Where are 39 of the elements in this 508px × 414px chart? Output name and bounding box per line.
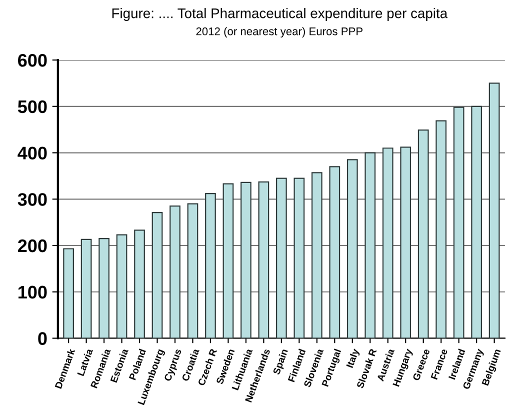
bar (400, 146, 412, 338)
bar (488, 82, 500, 338)
y-tick-label: 300 (18, 193, 47, 206)
bar (222, 183, 234, 338)
y-tick-label: 600 (18, 54, 47, 67)
x-tick-label: Spain (272, 348, 290, 376)
y-tick-label: 500 (18, 100, 47, 114)
bar (170, 206, 180, 338)
bar (240, 182, 252, 338)
bar (311, 172, 322, 338)
y-tick-label: 100 (18, 286, 47, 299)
bar (346, 159, 358, 338)
bar (205, 193, 216, 338)
chart-title: Figure: .... Total Pharmaceutical expenditure per capita (112, 8, 448, 21)
x-tick-label: Greece (412, 348, 430, 382)
bar (134, 230, 145, 338)
bar (453, 106, 464, 338)
bar (364, 152, 376, 338)
y-tick-label: 400 (18, 146, 47, 160)
bar (329, 166, 340, 338)
y-tick-label: 0 (38, 332, 47, 345)
x-tick-label: France (430, 348, 448, 380)
bar (80, 238, 92, 338)
y-tick-label: 200 (18, 239, 47, 252)
x-tick-label: Cyprus (164, 348, 184, 382)
bar (152, 212, 163, 338)
bar (471, 106, 482, 338)
bar (258, 181, 270, 338)
bar (276, 178, 287, 338)
bar (382, 148, 394, 338)
bar (187, 203, 198, 338)
bar (418, 129, 429, 338)
x-tick-label: Latvia (76, 348, 94, 376)
bar (98, 238, 110, 338)
bar (294, 178, 305, 338)
bar (116, 234, 128, 338)
bar (63, 248, 74, 338)
bar (436, 120, 447, 338)
chart-subtitle: 2012 (or nearest year) Euros PPP (196, 27, 362, 38)
